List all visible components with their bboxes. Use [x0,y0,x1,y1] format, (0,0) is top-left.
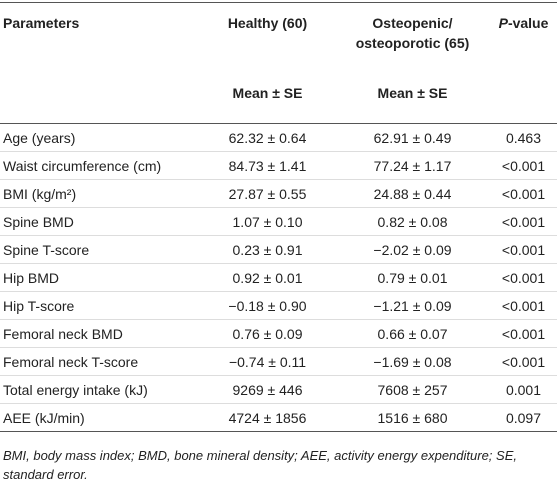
table-cell: 0.097 [490,403,557,432]
table-cell: −0.18 ± 0.90 [200,291,335,320]
header-italic: P [498,15,508,31]
header-cell: Healthy (60) [200,2,335,85]
table-row: Femoral neck BMD 0.76 ± 0.09 0.66 ± 0.07 <0… [0,319,557,348]
table-cell: <0.001 [490,263,557,292]
header-cell: Mean ± SE [335,85,490,124]
row-label: Hip T-score [0,291,200,320]
table-cell: <0.001 [490,207,557,236]
footnote: BMI, body mass index; BMD, bone mineral … [3,448,517,482]
table-cell: 62.91 ± 0.49 [335,123,490,152]
table-cell: 24.88 ± 0.44 [335,179,490,208]
table-cell: 0.23 ± 0.91 [200,235,335,264]
table-cell: <0.001 [490,235,557,264]
table-cell: <0.001 [490,319,557,348]
header-text: -value [507,15,549,31]
row-label: BMI (kg/m²) [0,179,200,208]
table-cell: 0.001 [490,375,557,404]
header-cell: P-value [490,2,557,85]
row-label: Femoral neck BMD [0,319,200,348]
header-cell: Mean ± SE [200,85,335,124]
row-label: Hip BMD [0,263,200,292]
table-row: AEE (kJ/min) 4724 ± 1856 1516 ± 680 0.097 [0,403,557,432]
row-label: Femoral neck T-score [0,347,200,376]
row-label: Spine BMD [0,207,200,236]
table-row: Spine T-score 0.23 ± 0.91 −2.02 ± 0.09 <0.0… [0,235,557,264]
table-cell: 0.79 ± 0.01 [335,263,490,292]
table-cell: 0.76 ± 0.09 [200,319,335,348]
table-cell: <0.001 [490,347,557,376]
table-row: BMI (kg/m²) 27.87 ± 0.55 24.88 ± 0.44 <0.00… [0,179,557,208]
row-label: AEE (kJ/min) [0,403,200,432]
header-cell: Osteopenic/ osteoporotic (65) [335,2,490,85]
table-cell: <0.001 [490,151,557,180]
table-cell: <0.001 [490,291,557,320]
table-row: Spine BMD 1.07 ± 0.10 0.82 ± 0.08 <0.001 [0,207,557,236]
table-row: Hip BMD 0.92 ± 0.01 0.79 ± 0.01 <0.001 [0,263,557,292]
table-row: Total energy intake (kJ) 9269 ± 446 7608 ±… [0,375,557,404]
table-cell: 84.73 ± 1.41 [200,151,335,180]
row-label: Spine T-score [0,235,200,264]
table-cell: 1.07 ± 0.10 [200,207,335,236]
table-cell: 9269 ± 446 [200,375,335,404]
table-cell: −2.02 ± 0.09 [335,235,490,264]
table-cell: <0.001 [490,179,557,208]
table-row: Femoral neck T-score −0.74 ± 0.11 −1.69 ± … [0,347,557,376]
table-cell: −1.69 ± 0.08 [335,347,490,376]
data-table: Parameters Healthy (60) Osteopenic/ oste… [0,2,557,432]
table-cell: 0.82 ± 0.08 [335,207,490,236]
table-cell: 7608 ± 257 [335,375,490,404]
table-cell: 62.32 ± 0.64 [200,123,335,152]
table-row: Age (years) 62.32 ± 0.64 62.91 ± 0.49 0.463 [0,123,557,152]
table-cell: 77.24 ± 1.17 [335,151,490,180]
row-label: Total energy intake (kJ) [0,375,200,404]
table-cell: 0.92 ± 0.01 [200,263,335,292]
row-label: Waist circumference (cm) [0,151,200,180]
table-cell: −1.21 ± 0.09 [335,291,490,320]
table-cell: 1516 ± 680 [335,403,490,432]
table-cell: 4724 ± 1856 [200,403,335,432]
table-row: Hip T-score −0.18 ± 0.90 −1.21 ± 0.09 <0.00… [0,291,557,320]
table-cell: 0.463 [490,123,557,152]
header-cell: Parameters [0,2,200,85]
table-row: Waist circumference (cm) 84.73 ± 1.41 77.2… [0,151,557,180]
table-cell: −0.74 ± 0.11 [200,347,335,376]
row-label: Age (years) [0,123,200,152]
table-cell: 0.66 ± 0.07 [335,319,490,348]
table-cell: 27.87 ± 0.55 [200,179,335,208]
